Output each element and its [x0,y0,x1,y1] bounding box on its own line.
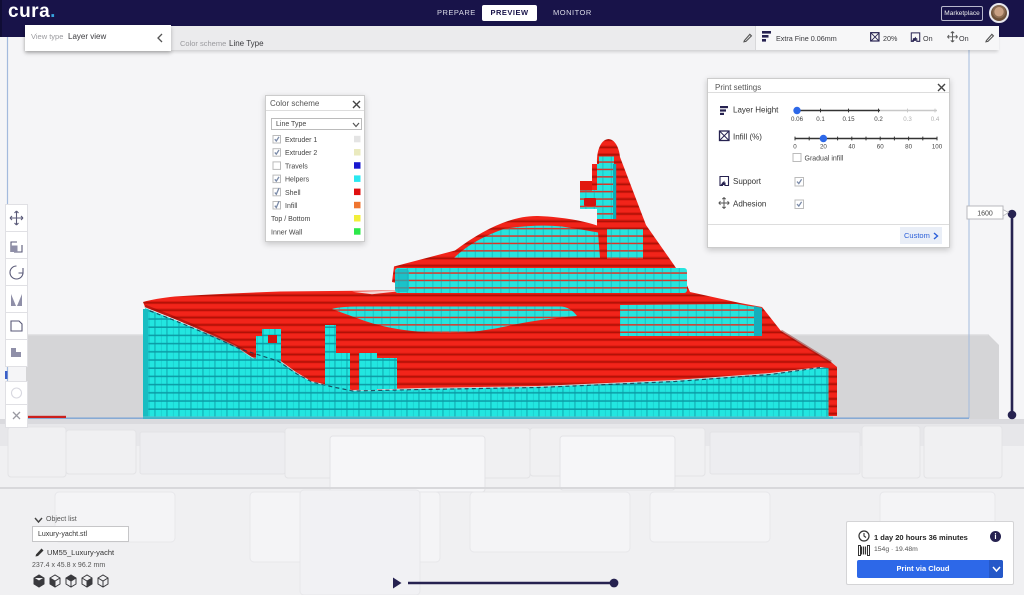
svg-text:0.3: 0.3 [903,116,912,123]
svg-text:Layer Height: Layer Height [733,106,779,115]
svg-text:Extruder 2: Extruder 2 [285,150,317,157]
svg-text:0.15: 0.15 [842,116,855,123]
svg-text:Support: Support [733,177,762,186]
svg-text:Travels: Travels [285,163,308,170]
svg-text:Top / Bottom: Top / Bottom [271,216,310,223]
svg-text:0.1: 0.1 [816,116,825,123]
svg-text:20: 20 [820,144,827,151]
svg-text:100: 100 [932,144,943,151]
svg-text:Adhesion: Adhesion [733,200,766,209]
svg-text:Helpers: Helpers [285,177,310,184]
svg-text:80: 80 [905,144,912,151]
svg-text:Extruder 1: Extruder 1 [285,137,317,144]
svg-text:Infill: Infill [285,203,298,210]
svg-text:60: 60 [877,144,884,151]
svg-text:Inner Wall: Inner Wall [271,229,303,236]
svg-text:0: 0 [793,144,797,151]
svg-text:0.4: 0.4 [931,116,940,123]
svg-text:Infill (%): Infill (%) [733,133,762,142]
svg-text:40: 40 [848,144,855,151]
svg-text:0.2: 0.2 [874,116,883,123]
svg-text:Gradual infill: Gradual infill [805,156,844,163]
svg-text:1600: 1600 [977,211,993,218]
svg-text:Shell: Shell [285,190,301,197]
svg-text:0.06: 0.06 [791,116,804,123]
